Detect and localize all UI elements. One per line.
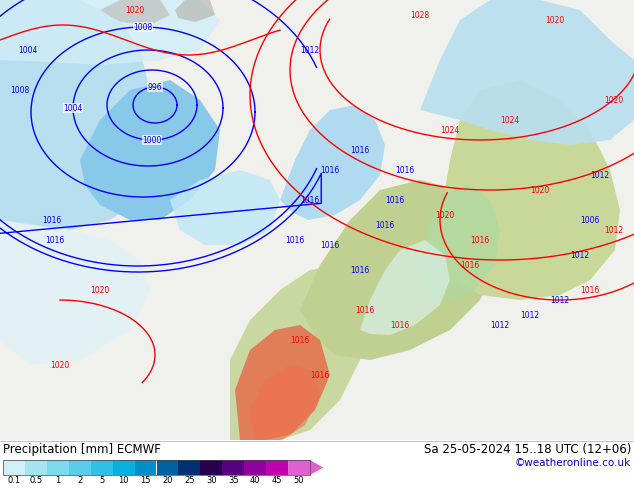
- Text: 1016: 1016: [356, 305, 375, 315]
- Text: 1024: 1024: [500, 116, 520, 124]
- Polygon shape: [230, 265, 370, 440]
- Text: 1004: 1004: [63, 103, 82, 113]
- Text: 1016: 1016: [580, 286, 600, 294]
- Bar: [25, 460, 47, 475]
- Text: 35: 35: [228, 476, 238, 485]
- Text: 1020: 1020: [604, 96, 624, 104]
- Bar: [157, 460, 178, 475]
- Text: 1016: 1016: [396, 166, 415, 174]
- Text: 10: 10: [119, 476, 129, 485]
- Polygon shape: [250, 365, 320, 440]
- Text: 1: 1: [55, 476, 60, 485]
- Text: 1016: 1016: [391, 320, 410, 329]
- Bar: [178, 460, 200, 475]
- Text: 1016: 1016: [46, 236, 65, 245]
- Text: 1012: 1012: [571, 250, 590, 260]
- Text: 1020: 1020: [545, 16, 565, 24]
- Text: 996: 996: [148, 82, 162, 92]
- Bar: [134, 460, 157, 475]
- Text: 15: 15: [140, 476, 151, 485]
- Text: 1012: 1012: [604, 225, 624, 235]
- Text: Sa 25-05-2024 15..18 UTC (12+06): Sa 25-05-2024 15..18 UTC (12+06): [424, 443, 631, 456]
- Text: 1016: 1016: [375, 220, 394, 229]
- Text: 1016: 1016: [301, 196, 320, 204]
- Polygon shape: [360, 240, 450, 335]
- Text: 1016: 1016: [351, 266, 370, 274]
- Polygon shape: [420, 0, 634, 145]
- Text: 1016: 1016: [320, 241, 340, 249]
- Text: 5: 5: [99, 476, 105, 485]
- Text: 1012: 1012: [491, 320, 510, 329]
- Text: 40: 40: [250, 476, 261, 485]
- Text: 1012: 1012: [521, 311, 540, 319]
- Text: 1016: 1016: [460, 261, 480, 270]
- Text: 1016: 1016: [320, 166, 340, 174]
- Text: 1012: 1012: [301, 46, 320, 54]
- Text: 1020: 1020: [126, 5, 145, 15]
- Polygon shape: [175, 0, 215, 22]
- Text: 20: 20: [162, 476, 172, 485]
- Text: 1020: 1020: [91, 286, 110, 294]
- Bar: [223, 460, 244, 475]
- Polygon shape: [0, 0, 160, 230]
- Text: 1028: 1028: [410, 10, 430, 20]
- Bar: [244, 460, 266, 475]
- Bar: [68, 460, 91, 475]
- Text: 1008: 1008: [133, 23, 153, 31]
- Polygon shape: [288, 460, 323, 475]
- Polygon shape: [100, 0, 170, 25]
- Polygon shape: [420, 80, 620, 300]
- Text: 1008: 1008: [10, 85, 30, 95]
- Bar: [200, 460, 223, 475]
- Polygon shape: [280, 105, 385, 220]
- Text: 1020: 1020: [50, 361, 70, 369]
- Text: 1016: 1016: [385, 196, 404, 204]
- Bar: [266, 460, 288, 475]
- Text: 1016: 1016: [311, 370, 330, 380]
- Text: 1016: 1016: [42, 216, 61, 224]
- Text: 1004: 1004: [18, 46, 37, 54]
- Text: 1016: 1016: [470, 236, 489, 245]
- Text: 2: 2: [77, 476, 82, 485]
- Polygon shape: [170, 170, 280, 245]
- Text: 30: 30: [206, 476, 217, 485]
- Text: 1000: 1000: [142, 136, 162, 145]
- Polygon shape: [420, 185, 500, 300]
- Text: 1024: 1024: [441, 125, 460, 135]
- Text: Precipitation [mm] ECMWF: Precipitation [mm] ECMWF: [3, 443, 161, 456]
- Text: 50: 50: [294, 476, 304, 485]
- Text: 45: 45: [272, 476, 282, 485]
- Text: 1012: 1012: [590, 171, 609, 179]
- Text: 1006: 1006: [580, 216, 600, 224]
- Text: 1016: 1016: [285, 236, 304, 245]
- Text: 1016: 1016: [290, 336, 309, 344]
- Polygon shape: [80, 80, 220, 220]
- Bar: [47, 460, 68, 475]
- Text: 1020: 1020: [531, 186, 550, 195]
- Text: 0.5: 0.5: [29, 476, 42, 485]
- Text: 25: 25: [184, 476, 195, 485]
- Bar: [3, 460, 310, 475]
- Text: 1020: 1020: [436, 211, 455, 220]
- Text: ©weatheronline.co.uk: ©weatheronline.co.uk: [515, 458, 631, 468]
- Text: 0.1: 0.1: [8, 476, 20, 485]
- Polygon shape: [0, 220, 150, 365]
- Bar: [113, 460, 134, 475]
- Polygon shape: [0, 0, 220, 65]
- Text: 1012: 1012: [550, 295, 569, 304]
- Text: 1016: 1016: [351, 146, 370, 154]
- Bar: [3, 460, 25, 475]
- Polygon shape: [300, 180, 500, 360]
- Bar: [91, 460, 113, 475]
- Polygon shape: [235, 325, 330, 440]
